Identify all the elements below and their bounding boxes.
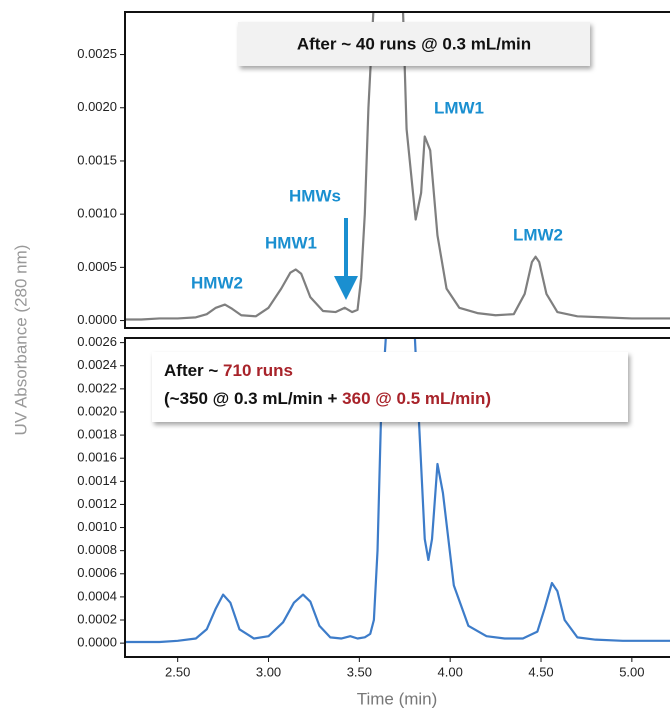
- peak-label: HMW1: [265, 233, 317, 252]
- annotation-text: 710 runs: [223, 361, 293, 380]
- x-axis-label: Time (min): [357, 689, 438, 708]
- y-tick-label: 0.0006: [77, 565, 117, 580]
- x-tick-label: 5.00: [619, 664, 644, 679]
- y-tick-label: 0.0018: [77, 427, 117, 442]
- y-tick-label: 0.0008: [77, 542, 117, 557]
- annotation-box: [238, 22, 590, 66]
- y-tick-label: 0.0016: [77, 450, 117, 465]
- x-tick-label: 3.00: [256, 664, 281, 679]
- y-tick-label: 0.0022: [77, 380, 117, 395]
- y-axis-label: UV Absorbance (280 nm): [11, 245, 30, 436]
- peak-label: HMW2: [191, 273, 243, 292]
- y-tick-label: 0.0000: [77, 312, 117, 327]
- y-tick-label: 0.0026: [77, 334, 117, 349]
- plot-area: [125, 338, 670, 644]
- annotation: (~350 @ 0.3 mL/min + 360 @ 0.5 mL/min): [164, 389, 491, 408]
- annotation-text: After ~: [164, 361, 223, 380]
- peak-label: LMW1: [434, 98, 484, 117]
- peak-label: LMW2: [513, 225, 563, 244]
- y-tick-label: 0.0004: [77, 588, 117, 603]
- x-tick-label: 4.00: [438, 664, 463, 679]
- y-tick-label: 0.0020: [77, 99, 117, 114]
- annotation: After ~ 40 runs @ 0.3 mL/min: [297, 34, 531, 53]
- y-tick-label: 0.0024: [77, 357, 117, 372]
- annotation-text: 360 @ 0.5 mL/min): [342, 389, 491, 408]
- x-tick-label: 3.50: [347, 664, 372, 679]
- y-tick-label: 0.0010: [77, 206, 117, 221]
- y-tick-label: 0.0020: [77, 403, 117, 418]
- y-tick-label: 0.0000: [77, 635, 117, 650]
- y-tick-label: 0.0014: [77, 473, 117, 488]
- data-line: [125, 338, 670, 644]
- y-tick-label: 0.0005: [77, 259, 117, 274]
- annotation-box: [152, 352, 628, 422]
- top-frame: [124, 11, 670, 329]
- bottom-frame: [124, 337, 670, 658]
- peak-label: HMWs: [289, 186, 341, 205]
- y-tick-label: 0.0015: [77, 152, 117, 167]
- x-tick-label: 4.50: [528, 664, 553, 679]
- annotation-text: (~350 @ 0.3 mL/min +: [164, 389, 342, 408]
- y-tick-label: 0.0010: [77, 519, 117, 534]
- y-tick-label: 0.0012: [77, 496, 117, 511]
- y-tick-label: 0.0025: [77, 46, 117, 61]
- annotation: After ~ 710 runs: [164, 361, 293, 380]
- y-tick-label: 0.0002: [77, 611, 117, 626]
- x-tick-label: 2.50: [165, 664, 190, 679]
